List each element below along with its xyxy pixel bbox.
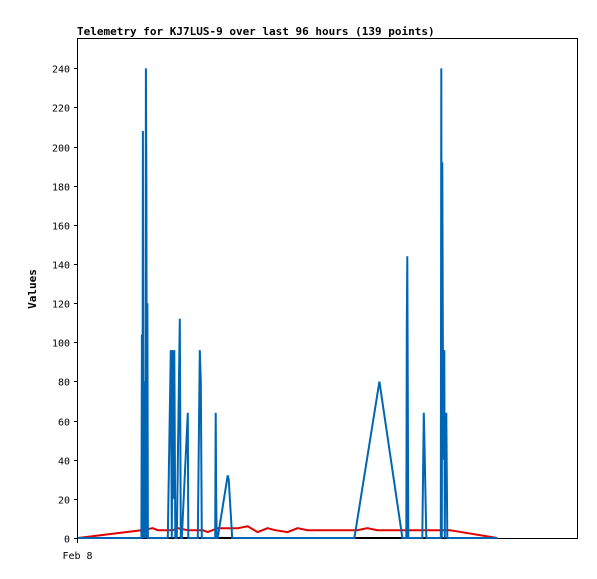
y-tick-label: 200 bbox=[52, 144, 70, 155]
series-line-0 bbox=[78, 68, 498, 539]
y-tick-label: 80 bbox=[58, 378, 70, 389]
y-axis: 0 20 40 60 80 100 120 140 160 180 200 220 240 bbox=[52, 65, 78, 546]
y-axis-label: Values bbox=[26, 269, 39, 309]
x-axis: Feb 8 bbox=[62, 538, 93, 562]
y-tick-label: 60 bbox=[58, 418, 70, 429]
plot-frame bbox=[77, 38, 578, 539]
y-tick-label: 0 bbox=[64, 535, 70, 546]
y-tick-label: 220 bbox=[52, 104, 70, 115]
y-tick-label: 20 bbox=[58, 496, 70, 507]
x-tick-label: Feb 8 bbox=[62, 551, 92, 562]
y-tick-label: 140 bbox=[52, 261, 70, 272]
chart-title: Telemetry for KJ7LUS-9 over last 96 hour… bbox=[77, 25, 435, 38]
y-tick-label: 120 bbox=[52, 300, 70, 311]
y-tick-label: 160 bbox=[52, 222, 70, 233]
y-tick-label: 100 bbox=[52, 339, 70, 350]
series-lines bbox=[77, 68, 498, 539]
y-tick-label: 240 bbox=[52, 65, 70, 76]
y-tick-label: 180 bbox=[52, 183, 70, 194]
y-tick-label: 40 bbox=[58, 457, 70, 468]
